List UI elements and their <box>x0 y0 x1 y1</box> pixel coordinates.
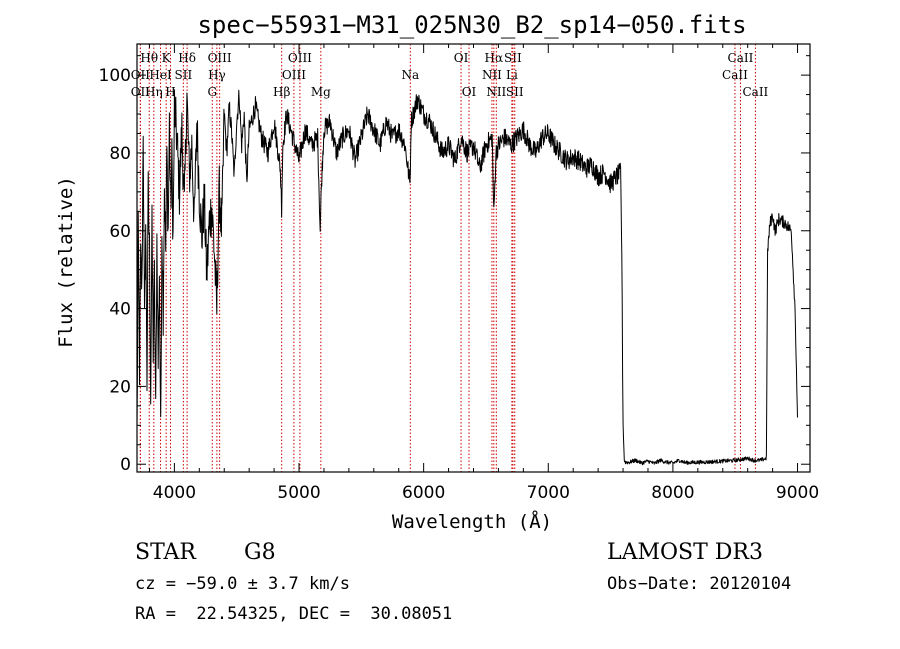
line-marker-label: Hδ <box>178 51 196 65</box>
line-marker-label: Hγ <box>208 68 226 82</box>
y-tick-label: 20 <box>109 377 131 397</box>
x-tick-label: 8000 <box>651 483 694 503</box>
subclass: G8 <box>244 540 276 565</box>
x-tick-label: 9000 <box>776 483 819 503</box>
line-marker-label: CaII <box>728 51 754 65</box>
line-marker-label: Hβ <box>273 85 290 99</box>
y-tick-label: 0 <box>120 455 131 475</box>
y-axis-label: Flux (relative) <box>55 176 77 348</box>
line-marker-label: H <box>165 85 175 99</box>
line-marker-label: NII <box>482 68 502 82</box>
obs-date: Obs−Date: 20120104 <box>607 574 792 594</box>
spectral-line-markers: HθOIIOIIKHeIHηHδSIIHOIIIHγGOIIIOIIIHβMgN… <box>131 44 769 472</box>
line-marker-label: NII <box>486 85 506 99</box>
x-tick-label: 7000 <box>527 483 570 503</box>
y-tick-label: 40 <box>109 300 131 320</box>
line-marker-label: Li <box>506 68 518 82</box>
line-marker-label: OIII <box>282 68 306 82</box>
coordinates: RA = 22.54325, DEC = 30.08051 <box>135 604 453 624</box>
line-marker-label: OI <box>454 51 469 65</box>
line-marker-label: SII <box>175 68 193 82</box>
y-tick-label: 100 <box>99 66 131 86</box>
line-marker-label: Mg <box>311 85 331 99</box>
line-marker-label: G <box>207 85 217 99</box>
line-marker-label: HeI <box>149 68 172 82</box>
line-marker-label: OII <box>131 85 151 99</box>
y-tick-label: 80 <box>109 144 131 164</box>
axes: 4000 5000 6000 7000 8000 9000 0 20 40 60 80 100 <box>99 44 819 503</box>
line-marker-label: OIII <box>208 51 232 65</box>
object-class: STAR <box>135 540 196 565</box>
line-marker-label: Hη <box>145 85 163 99</box>
y-tick-label: 60 <box>109 222 131 242</box>
x-tick-label: 4000 <box>153 483 196 503</box>
x-tick-label: 5000 <box>277 483 320 503</box>
line-marker-label: Hθ <box>140 51 158 65</box>
x-axis-label: Wavelength (Å) <box>392 510 552 533</box>
line-marker-label: CaII <box>742 85 768 99</box>
line-marker-label: CaII <box>722 68 748 82</box>
line-marker-label: K <box>162 51 172 65</box>
flux-line <box>136 89 798 466</box>
chart-title: spec−55931−M31_025N30_B2_sp14−050.fits <box>197 11 746 39</box>
line-marker-label: OIII <box>288 51 312 65</box>
line-marker-label: SII <box>506 85 524 99</box>
flux-series <box>136 89 798 466</box>
line-marker-label: Na <box>401 68 419 82</box>
survey-label: LAMOST DR3 <box>607 540 763 565</box>
line-marker-label: OI <box>462 85 477 99</box>
redshift-text: cz = −59.0 ± 3.7 km/s <box>135 574 350 594</box>
line-marker-label: SII <box>504 51 522 65</box>
line-marker-label: Hα <box>485 51 504 65</box>
x-tick-label: 6000 <box>402 483 445 503</box>
